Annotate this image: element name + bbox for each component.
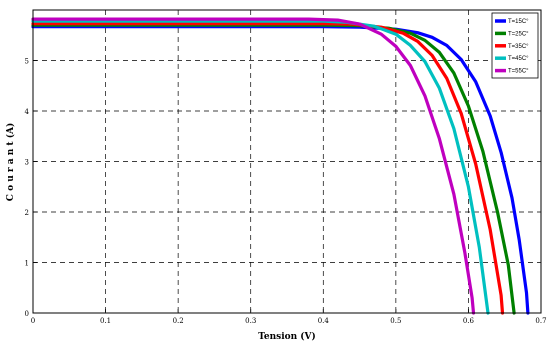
series-line-3: [31, 22, 505, 315]
y-tick-label: 3: [25, 159, 29, 167]
x-tick-label: 0.7: [535, 317, 546, 325]
legend-label: T=55C°: [508, 69, 529, 75]
series-line-5: [31, 17, 476, 315]
x-tick-label: 0.1: [100, 317, 111, 325]
legend: T=15C° T=25C° T=35C° T=45C° T=55C°: [491, 12, 539, 79]
x-tick-label: 0.4: [318, 317, 330, 325]
y-tick-label: 2: [25, 209, 29, 217]
x-tick-label: 0: [31, 317, 35, 325]
legend-label: T=25C°: [508, 31, 529, 37]
series-line-1: [31, 25, 530, 315]
x-tick-label: 0.2: [173, 317, 184, 325]
y-tick-label: 0: [25, 310, 29, 318]
y-tick-label: 5: [25, 58, 29, 66]
x-tick-label: 0.3: [245, 317, 256, 325]
y-tick-label: 1: [25, 260, 29, 268]
grid: [33, 10, 541, 313]
x-axis-title: Tension (V): [258, 331, 316, 342]
y-tick-label: 4: [25, 108, 30, 116]
legend-label: T=45C°: [508, 56, 529, 62]
axis-ticks: 0 0.1 0.2 0.3 0.4 0.5 0.6 0.7 0 1 2 3 4 5: [25, 58, 547, 326]
x-tick-label: 0.5: [390, 317, 401, 325]
y-axis-title: C o u r a n t (A): [5, 123, 16, 201]
series-line-4: [31, 19, 490, 315]
legend-label: T=35C°: [508, 44, 529, 50]
x-tick-label: 0.6: [463, 317, 475, 325]
series-lines: [31, 17, 530, 315]
legend-label: T=15C°: [508, 19, 529, 25]
